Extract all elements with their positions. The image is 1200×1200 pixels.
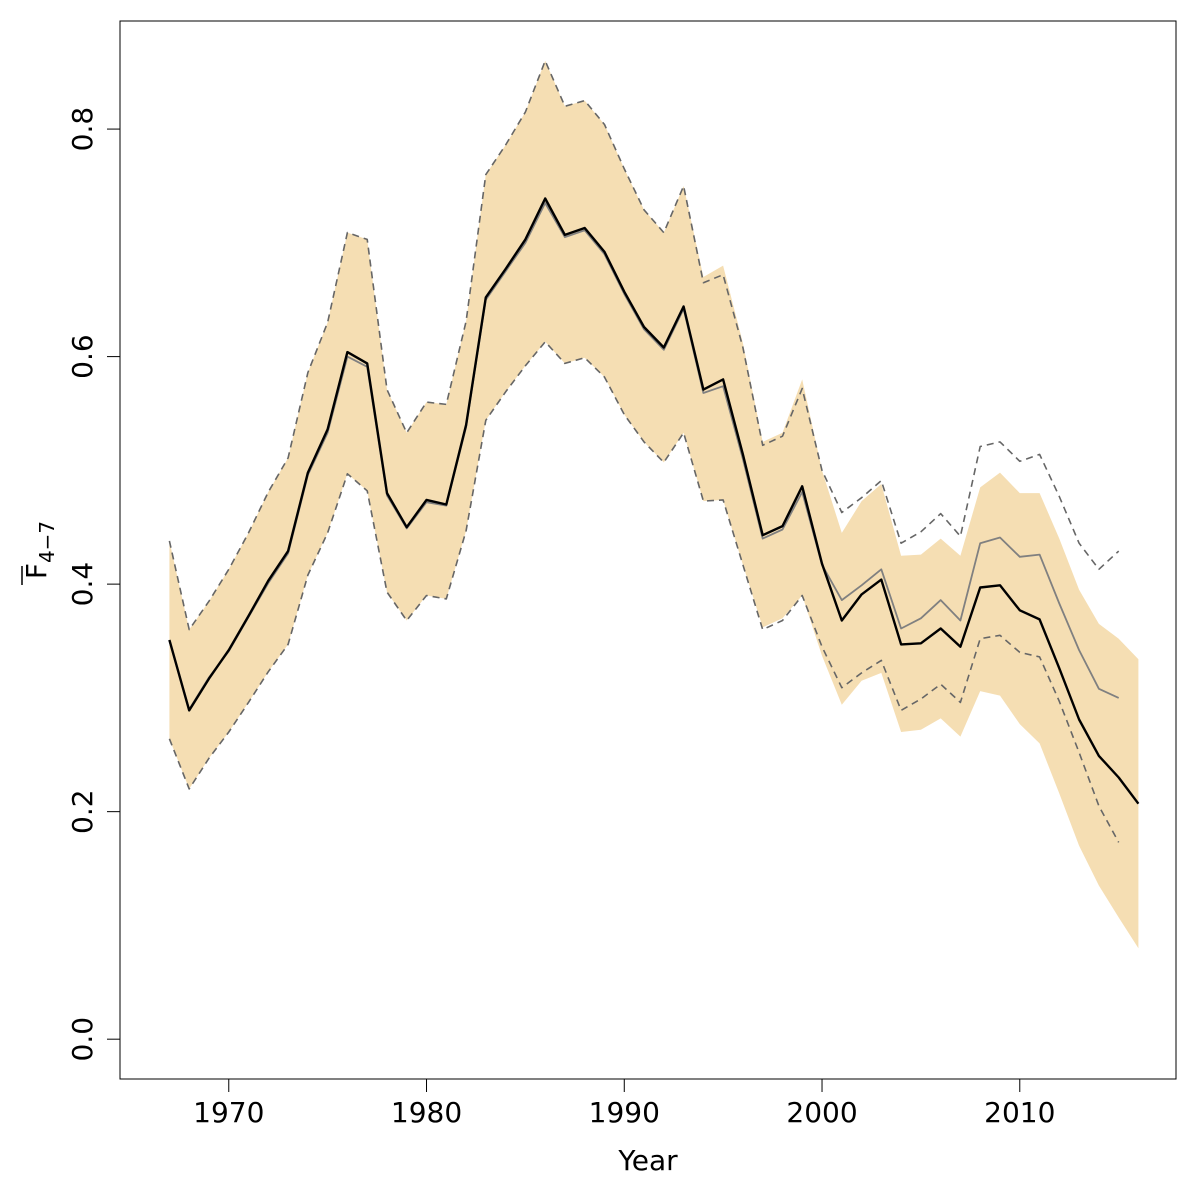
x-tick-label: 2010 (984, 1096, 1055, 1129)
y-axis: 0.0 0.2 0.4 0.6 0.8 (66, 107, 121, 1062)
x-tick-label: 2000 (786, 1096, 857, 1129)
y-axis-title-main: F (20, 563, 53, 579)
x-tick-label: 1970 (193, 1096, 264, 1129)
plot-area (168, 59, 1140, 949)
y-tick-label: 0.4 (66, 562, 99, 607)
svg-text:F4−7: F4−7 (20, 521, 59, 579)
previous-lower-ci-line (168, 340, 1120, 843)
y-tick-label: 0.6 (66, 334, 99, 379)
x-axis: 1970 1980 1990 2000 2010 (193, 1078, 1055, 1129)
current-estimate-line (168, 197, 1140, 805)
y-tick-label: 0.8 (66, 107, 99, 152)
confidence-band (169, 60, 1139, 949)
y-tick-label: 0.0 (66, 1017, 99, 1062)
y-tick-label: 0.2 (66, 789, 99, 834)
x-axis-title: Year (617, 1144, 678, 1177)
previous-upper-ci-line (168, 59, 1120, 631)
x-tick-label: 1990 (589, 1096, 660, 1129)
previous-estimate-line (168, 202, 1120, 711)
x-tick-label: 1980 (391, 1096, 462, 1129)
y-axis-title-subscript: 4−7 (35, 521, 59, 563)
y-axis-title: F4−7 (20, 521, 59, 585)
